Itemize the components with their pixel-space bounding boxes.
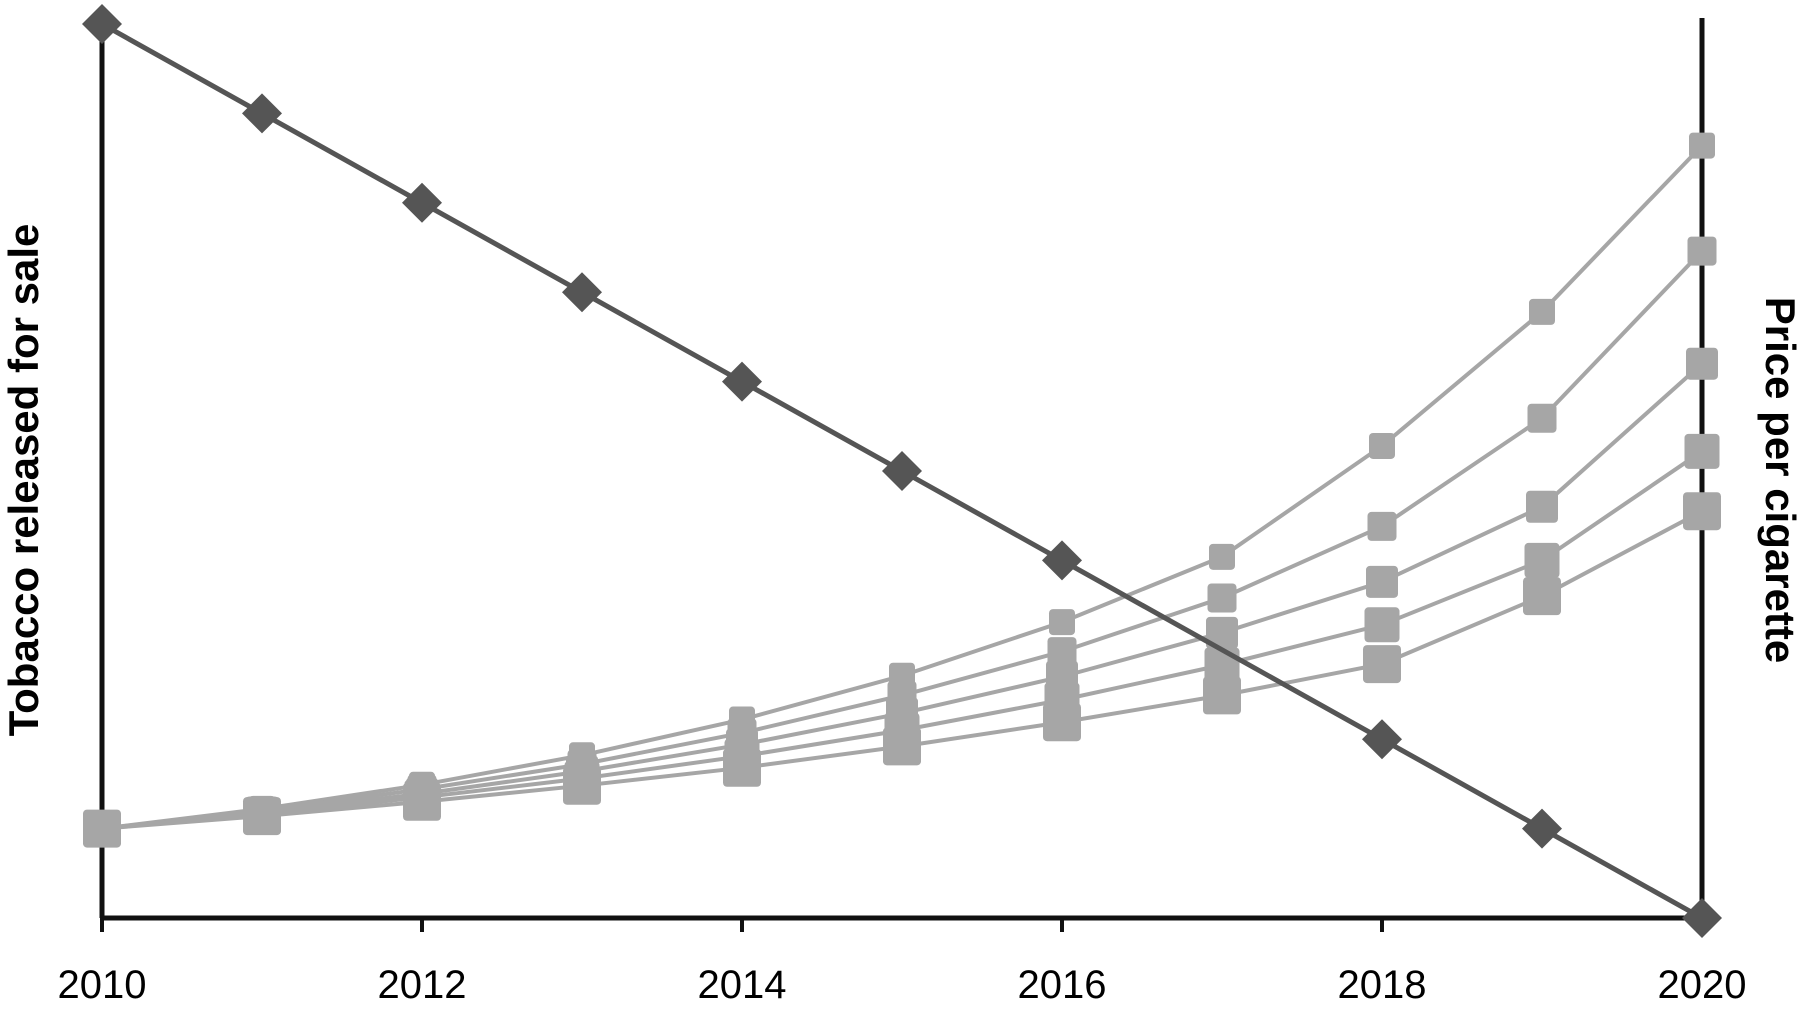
price-series-5-point (1523, 577, 1561, 616)
tobacco-series-point (562, 272, 602, 313)
price-series-2-point (1207, 583, 1237, 613)
tobacco-series-point (242, 93, 282, 134)
price-series-5-point (1043, 703, 1081, 742)
tobacco-series-point (402, 182, 442, 223)
price-series-3-point (1366, 565, 1398, 598)
tobacco-series-line (100, 21, 1704, 921)
price-series-4-point (1364, 607, 1400, 643)
left-axis-title: Tobacco released for sale (0, 224, 47, 737)
price-series-5-point (243, 797, 281, 836)
x-tick-label: 2014 (698, 963, 787, 1007)
price-series-1-point (1209, 543, 1235, 570)
price-series-1-point (1049, 609, 1075, 636)
price-series-1-point (1689, 132, 1715, 159)
tobacco-series-point (1042, 540, 1082, 581)
price-series-5-point (1363, 645, 1401, 684)
price-series-3-point (1526, 490, 1558, 523)
price-series-1-point (1529, 298, 1555, 325)
x-tick-label: 2010 (58, 963, 147, 1007)
marker-layer (82, 4, 1722, 938)
price-series-2-point (1687, 236, 1717, 266)
price-series-2-point (1527, 403, 1557, 433)
x-axis-ticks: 2010 2012 2014 2016 2018 2020 (58, 918, 1747, 1007)
price-series-3-point (1686, 347, 1718, 380)
price-series-5-point (83, 809, 121, 848)
tobacco-series-point (1682, 898, 1722, 938)
tobacco-series-point (882, 451, 922, 491)
x-tick-label: 2018 (1338, 963, 1427, 1007)
price-series-5-point (883, 727, 921, 766)
price-series-5-point (563, 766, 601, 805)
tobacco-series-point (82, 4, 122, 44)
x-tick-label: 2012 (378, 963, 467, 1007)
price-series-4-point (1684, 433, 1720, 469)
x-tick-label: 2020 (1658, 963, 1747, 1007)
price-series-2-point (1047, 637, 1077, 667)
tobacco-series-point (722, 361, 762, 402)
price-series-3-point (1206, 616, 1238, 649)
price-series-2-point (1367, 511, 1397, 541)
tobacco-series-point (1362, 719, 1402, 760)
price-series-5-point (1683, 492, 1721, 531)
price-series-4-point (1524, 542, 1560, 578)
price-series-5-point (403, 782, 441, 821)
tobacco-series-point (1522, 808, 1562, 849)
right-axis-title: Price per cigarette (1757, 297, 1800, 664)
price-series-5-point (1203, 676, 1241, 715)
price-series-1-point (1369, 432, 1395, 459)
x-tick-label: 2016 (1018, 963, 1107, 1007)
price-series-5-point (723, 748, 761, 787)
price-series-line-4 (101, 449, 1704, 831)
